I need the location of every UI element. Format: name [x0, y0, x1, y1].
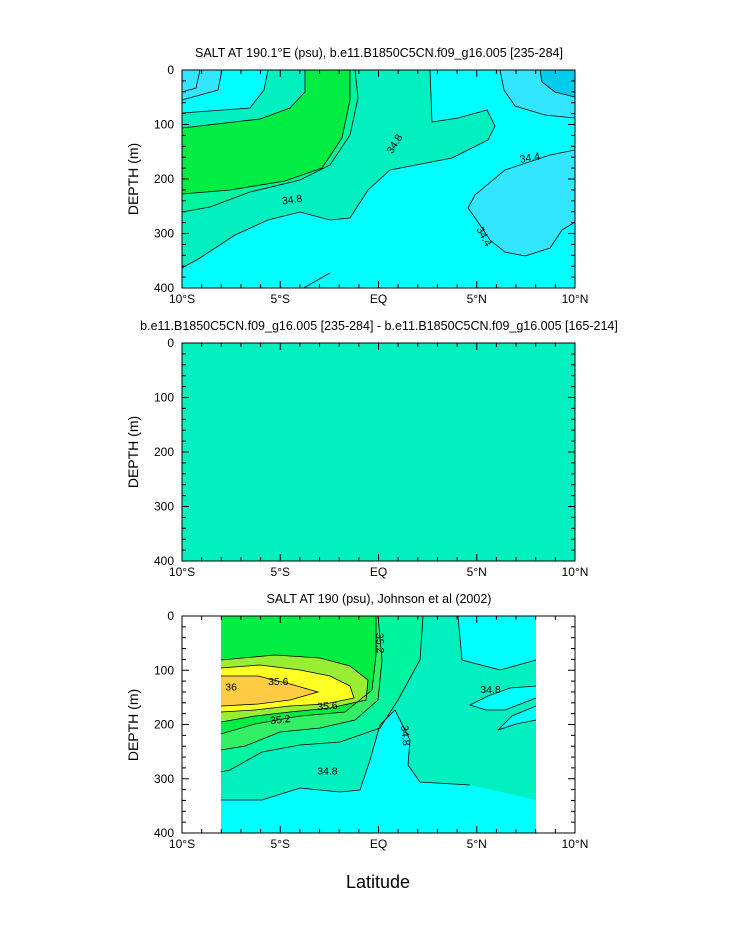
- y-tick-label: 300: [154, 227, 174, 241]
- contour-label: 35.6: [317, 700, 338, 713]
- fill-34-4-east: [468, 150, 575, 256]
- y-tick-label: 0: [167, 63, 174, 77]
- y-tick-label: 300: [154, 500, 174, 514]
- y-axis-label: DEPTH (m): [125, 143, 141, 215]
- contour-label: 35.2: [270, 713, 292, 727]
- contour-label: 35.6: [268, 676, 289, 688]
- contour-label-text: 35.2: [373, 633, 386, 654]
- contour-label: 35.2: [373, 633, 386, 654]
- contour-label-text: 34.8: [281, 193, 303, 208]
- x-tick-label: 10°S: [169, 292, 195, 306]
- x-tick-label: EQ: [370, 837, 387, 851]
- fill-34-2-ne: [540, 70, 575, 97]
- fill-36-0: [221, 676, 318, 706]
- contour-label: 34.8: [281, 193, 303, 208]
- y-tick-label: 200: [154, 445, 174, 459]
- y-tick-label: 0: [167, 336, 174, 350]
- contour-label-text: 34.4: [519, 150, 541, 165]
- fill-34-4-nw: [182, 70, 200, 92]
- difference-fill: [182, 343, 575, 561]
- contour-fill: [182, 70, 575, 288]
- contour-label: 36: [225, 682, 237, 694]
- fill-34-6-east2: [498, 706, 536, 730]
- y-tick-label: 400: [154, 554, 174, 568]
- y-tick-label: 400: [154, 826, 174, 840]
- panel-title: SALT AT 190.1°E (psu), b.e11.B1850C5CN.f…: [195, 46, 563, 60]
- x-axis-label: Latitude: [346, 872, 410, 892]
- x-tick-label: 5°N: [467, 837, 487, 851]
- contour-label-text: 35.2: [270, 713, 292, 727]
- contour-lines: [220, 616, 537, 801]
- contour-label-text: 34.8: [480, 684, 501, 696]
- x-tick-label: 5°S: [271, 837, 290, 851]
- x-tick-label: 5°S: [271, 565, 290, 579]
- axis-ticks: 10°S 5°S EQ 5°N 10°N 0 100 200 300 400: [154, 336, 588, 579]
- contour-label-text: 35.6: [317, 700, 338, 713]
- x-tick-label: 10°N: [562, 565, 589, 579]
- x-tick-label: 5°N: [467, 565, 487, 579]
- contour-fill: [220, 616, 537, 833]
- x-tick-label: 5°N: [467, 292, 487, 306]
- contour-label-text: 36: [225, 682, 237, 694]
- contour-label: 34.8: [398, 725, 412, 747]
- y-tick-label: 0: [167, 609, 174, 623]
- contour-label: 34.8: [480, 684, 501, 696]
- x-tick-label: EQ: [370, 292, 387, 306]
- axis-ticks: 10°S 5°S EQ 5°N 10°N 0 100 200 300 400: [154, 63, 588, 306]
- panel-middle: b.e11.B1850C5CN.f09_g16.005 [235-284] - …: [125, 319, 618, 579]
- x-tick-label: 5°S: [271, 292, 290, 306]
- contour-label-text: 34.8: [317, 766, 338, 778]
- y-tick-label: 100: [154, 118, 174, 132]
- contour-label: 34.8: [317, 766, 338, 778]
- y-tick-label: 200: [154, 718, 174, 732]
- x-tick-label: EQ: [370, 565, 387, 579]
- contour-label-text: 35.6: [268, 676, 289, 688]
- x-tick-label: 10°S: [169, 837, 195, 851]
- panel-title: SALT AT 190 (psu), Johnson et al (2002): [267, 592, 492, 606]
- y-tick-label: 100: [154, 391, 174, 405]
- x-tick-label: 10°S: [169, 565, 195, 579]
- contour-label-text: 34.8: [398, 725, 412, 747]
- panel-bottom: SALT AT 190 (psu), Johnson et al (2002): [125, 592, 588, 851]
- contour-lines: [182, 70, 575, 288]
- contour-label: 34.4: [519, 150, 541, 165]
- contour-labels: 34.834.834.434.4: [281, 132, 541, 249]
- y-tick-label: 300: [154, 772, 174, 786]
- y-tick-label: 400: [154, 281, 174, 295]
- x-tick-label: 10°N: [562, 292, 589, 306]
- panel-top: SALT AT 190.1°E (psu), b.e11.B1850C5CN.f…: [125, 46, 588, 306]
- contour-labels: 35.2 35.6 36 35.6 35.2 34.8 34.8 34.8: [225, 633, 501, 778]
- y-axis-label: DEPTH (m): [125, 416, 141, 488]
- axis-ticks: 10°S 5°S EQ 5°N 10°N 0 100 200 300 400: [154, 609, 588, 851]
- panel-title: b.e11.B1850C5CN.f09_g16.005 [235-284] - …: [140, 319, 618, 333]
- y-tick-label: 200: [154, 172, 174, 186]
- x-tick-label: 10°N: [562, 837, 589, 851]
- y-axis-label: DEPTH (m): [125, 689, 141, 761]
- y-tick-label: 100: [154, 663, 174, 677]
